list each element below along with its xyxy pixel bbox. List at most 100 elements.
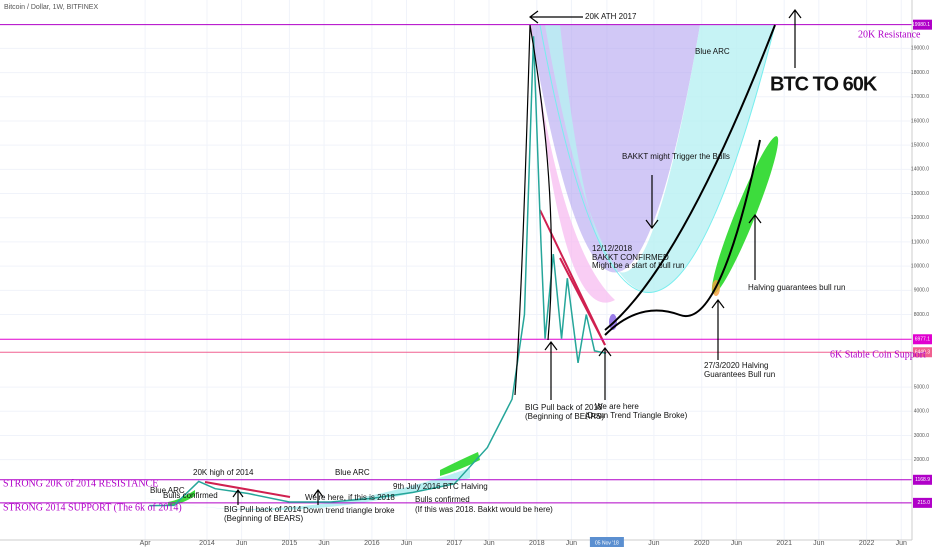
annotation: (If this was 2018. Bakkt would be here) [415, 505, 553, 514]
annotation: We are here [595, 402, 639, 411]
x-tick-label: Jun [401, 540, 412, 547]
y-tick-label: 5000.0 [914, 384, 930, 390]
pink-region [530, 25, 615, 303]
arrow [544, 341, 558, 400]
annotations: 20K ATH 2017 Blue ARC BTC TO 60K 20K Res… [3, 12, 926, 523]
annotation: BIG Pull back of 2014 [224, 505, 302, 514]
annotation: Might be a start of bull run [592, 261, 685, 270]
annotation: Bulls confirmed [163, 491, 218, 500]
annotation: 27/3/2020 Halving [704, 361, 769, 370]
level-badge [913, 334, 932, 345]
level-label: 6977.1 [915, 337, 931, 343]
x-tick-label: Jun [566, 540, 577, 547]
y-tick-label: 4000.0 [914, 409, 930, 415]
x-tick-label: 2016 [364, 540, 380, 547]
annotation: 6K Stable Coin Support [830, 349, 926, 360]
x-tick-label: 05 Nov '18 [595, 540, 619, 546]
level-label: 1168.9 [915, 477, 930, 483]
btc-60k-curve [604, 24, 776, 331]
annotation: Down trend triangle broke [303, 506, 395, 515]
price-curve [514, 24, 553, 396]
y-tick-label: 2000.0 [914, 457, 930, 463]
annotation: BTC TO 60K [770, 73, 878, 95]
green-zone-2016 [440, 452, 480, 476]
x-tick-label: Jun [483, 540, 494, 547]
level-label: 19980.1 [912, 22, 930, 28]
annotation: STRONG 20K of 2014 RESISTANCE [3, 478, 158, 489]
x-tick-label: 2021 [776, 540, 792, 547]
trend-line [559, 257, 606, 346]
annotation: We're here, if this is 2018 [305, 493, 395, 502]
y-tick-label: 17000.0 [911, 94, 929, 100]
x-tick-label: 2022 [859, 540, 875, 547]
x-tick-label: Jun [236, 540, 247, 547]
x-tick-label: 2020 [694, 540, 710, 547]
x-tick-label: Jun [731, 540, 742, 547]
annotation: 20K ATH 2017 [585, 12, 637, 21]
y-tick-label: 9000.0 [914, 288, 930, 294]
level-badge [913, 347, 932, 358]
blue-arc-2014 [145, 468, 470, 511]
y-tick-label: 15000.0 [911, 142, 929, 148]
cyan-region [545, 25, 775, 293]
x-tick-label: 2014 [199, 540, 215, 547]
annotation: Blue ARC [695, 47, 730, 56]
x-tick-label: Jun [813, 540, 824, 547]
arrow [529, 10, 583, 24]
x-tick-label: 2015 [282, 540, 298, 547]
annotation: BIG Pull back of 2018 [525, 403, 603, 412]
trend-line [204, 481, 291, 498]
annotation: Bulls confirmed [415, 495, 470, 504]
arrow [748, 214, 762, 280]
level-badge [913, 497, 932, 508]
halving-curve [604, 139, 761, 336]
arrow [232, 488, 244, 505]
arrow [788, 9, 802, 68]
annotation: 12/12/2018 [592, 244, 633, 253]
y-tick-label: 14000.0 [911, 167, 929, 173]
chart-title: Bitcoin / Dollar, 1W, BITFINEX [4, 4, 98, 11]
level-badge [913, 474, 932, 485]
arrow [598, 347, 612, 400]
y-tick-label: 19000.0 [911, 46, 929, 52]
y-tick-label: 13000.0 [911, 191, 929, 197]
x-tick-label: Jun [648, 540, 659, 547]
annotation: BAKKT might Trigger the Bulls [622, 152, 730, 161]
purple-region [530, 25, 700, 273]
price-axis-bg [912, 0, 932, 550]
arrow [711, 299, 725, 360]
arrow [312, 488, 324, 505]
y-tick-label: 12000.0 [911, 215, 929, 221]
x-tick-label: 2018 [529, 540, 545, 547]
y-tick-label: 18000.0 [911, 70, 929, 76]
annotation: STRONG 2014 SUPPORT (The 6k of 2014) [3, 502, 182, 513]
annotation: Blue ARC [335, 468, 370, 477]
annotation: 9th July 2016 BTC Halving [393, 482, 488, 491]
x-tick-highlight [589, 537, 624, 547]
y-tick-label: 8000.0 [914, 312, 930, 318]
x-tick-label: Apr [140, 540, 152, 547]
arrow [645, 175, 659, 229]
annotation: BAKKT CONFIRMED [592, 253, 669, 262]
annotation: Guarantees Bull run [704, 370, 775, 379]
y-tick-label: 10000.0 [911, 263, 929, 269]
level-badge [913, 19, 932, 30]
y-tick-label: 16000.0 [911, 118, 929, 124]
annotation: (Beginning of BEARS) [224, 514, 303, 523]
annotation: (Down Trend Triangle Broke) [585, 411, 688, 420]
annotation: Halving guarantees bull run [748, 283, 845, 292]
x-tick-label: Jun [896, 540, 907, 547]
green-zone [711, 136, 779, 294]
blue-arc [539, 24, 776, 293]
y-tick-label: 3000.0 [914, 433, 930, 439]
x-tick-label: 2017 [447, 540, 463, 547]
level-label: 215.0 [917, 500, 930, 506]
axes: 2000.0 3000.0 4000.0 5000.0 8000.0 9000.0 1000… [140, 19, 932, 547]
plot [0, 24, 912, 507]
annotation: 20K high of 2014 [193, 468, 254, 477]
annotation: Blue ARC [150, 486, 185, 495]
x-tick-label: Jun [318, 540, 329, 547]
level-label: 6440.3 [915, 350, 931, 356]
y-tick-label: 11000.0 [911, 239, 929, 245]
